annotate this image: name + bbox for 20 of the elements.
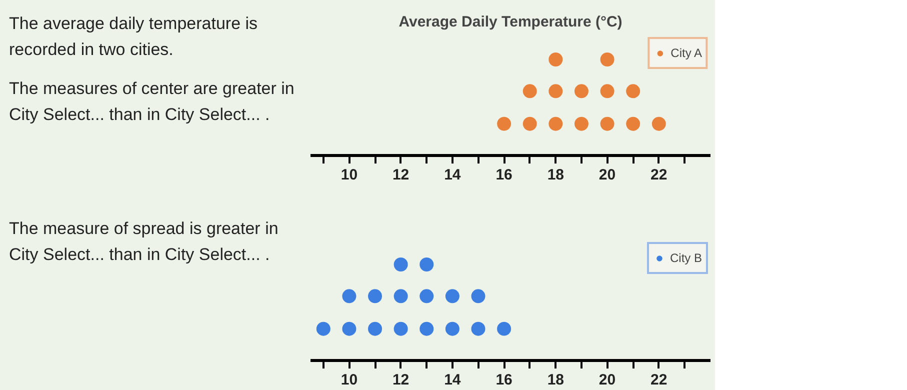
x-tick-label: 10: [340, 166, 358, 184]
legend-label: City B: [670, 251, 702, 265]
x-tick-label: 22: [650, 166, 668, 184]
text: The average daily temperature is recorded in two cities.: [9, 13, 259, 60]
x-tick-label: 10: [340, 372, 358, 388]
x-tick-label: 14: [444, 166, 462, 184]
x-tick-label: 20: [598, 372, 616, 388]
text: The measures of center are greater in City Select... than in City Select... .: [9, 78, 295, 126]
chart-title: Average Daily Temperature (°C): [398, 14, 622, 30]
x-tick-label: 22: [650, 372, 668, 388]
x-tick-label: 12: [392, 372, 410, 388]
x-tick-label: 18: [547, 166, 564, 184]
x-tick-label: 16: [496, 166, 512, 184]
legend-label: City A: [670, 46, 702, 60]
x-tick-label: 20: [598, 166, 616, 184]
text: The measure of spread is greater in City Select... than in City Select... .: [9, 218, 280, 266]
x-tick-label: 14: [444, 372, 462, 388]
x-tick-label: 16: [496, 372, 512, 388]
x-tick-label: 18: [547, 372, 564, 388]
x-tick-label: 12: [392, 166, 410, 184]
